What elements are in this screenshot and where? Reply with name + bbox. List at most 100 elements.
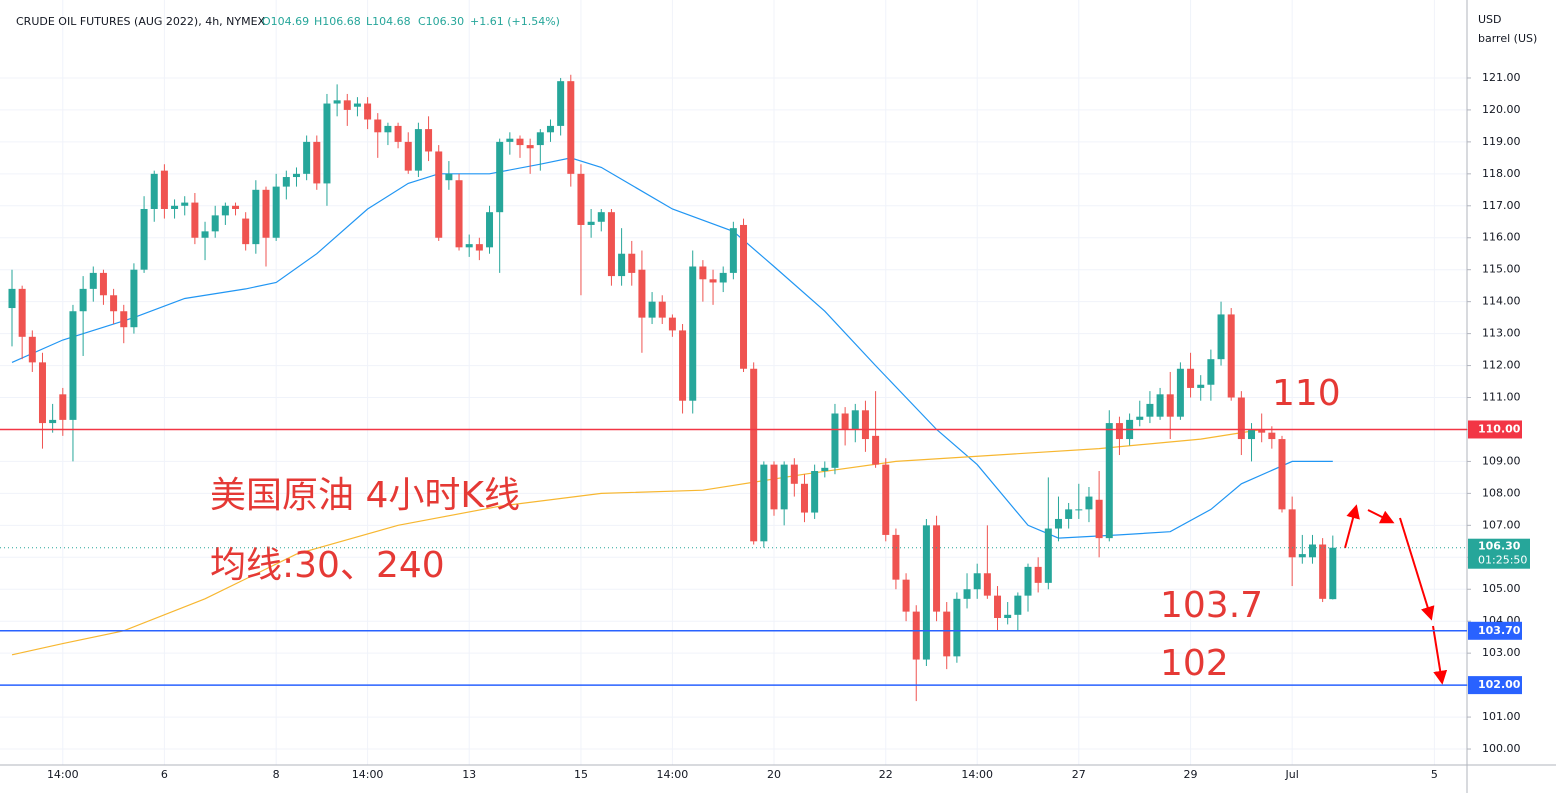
- candle-body: [740, 224, 748, 369]
- y-tick-label: 114.00: [1482, 295, 1521, 308]
- candle-body: [699, 266, 707, 280]
- candle-body: [922, 525, 930, 660]
- arrow: [1399, 517, 1435, 621]
- candle-body: [323, 103, 331, 184]
- y-tick-label: 108.00: [1482, 486, 1521, 499]
- candle-body: [943, 611, 951, 657]
- candle-body: [374, 119, 382, 133]
- x-tick-label: 22: [879, 768, 893, 781]
- candle-body: [140, 208, 148, 270]
- candle-body: [384, 125, 392, 133]
- y-tick-label: 117.00: [1482, 199, 1521, 212]
- candle-body: [587, 221, 595, 225]
- candle-body: [1105, 423, 1113, 539]
- x-tick-label: 14:00: [961, 768, 993, 781]
- candle-body: [1197, 384, 1205, 388]
- candle-body: [557, 81, 565, 126]
- y-tick-label: 116.00: [1482, 231, 1521, 244]
- candle-body: [1278, 439, 1286, 510]
- unit-label: USD: [1478, 13, 1502, 26]
- y-tick-label: 112.00: [1482, 359, 1521, 372]
- candle-body: [760, 464, 768, 542]
- candle-body: [831, 413, 839, 468]
- level-label: 110.00: [1478, 422, 1521, 435]
- countdown-label: 01:25:50: [1478, 554, 1527, 567]
- candle-body: [1136, 416, 1144, 420]
- candle-body: [770, 464, 778, 510]
- candle-body: [729, 228, 737, 273]
- candle-body: [719, 272, 727, 283]
- candle-body: [1288, 509, 1296, 558]
- candle-body: [59, 394, 67, 420]
- candle-body: [201, 231, 209, 238]
- candle-body: [414, 129, 422, 171]
- candle-body: [567, 81, 575, 174]
- candle-body: [18, 288, 26, 337]
- candle-body: [1176, 368, 1184, 417]
- candle-body: [597, 212, 605, 222]
- candle-body: [750, 368, 758, 542]
- candle-body: [1248, 429, 1256, 440]
- level-label-box: [1468, 676, 1522, 695]
- candle-body: [292, 173, 300, 178]
- candle-body: [150, 173, 158, 209]
- y-tick-label: 105.00: [1482, 582, 1521, 595]
- candle-body: [353, 103, 361, 107]
- candle-body: [282, 177, 290, 187]
- candle-body: [821, 467, 829, 472]
- y-tick-label: 109.00: [1482, 454, 1521, 467]
- candle-body: [953, 598, 961, 657]
- candle-body: [618, 253, 626, 277]
- chart-title: CRUDE OIL FUTURES (AUG 2022), 4h, NYMEX: [16, 15, 266, 28]
- candle-body: [811, 471, 819, 513]
- candle-body: [242, 218, 250, 245]
- x-tick-label: 14:00: [657, 768, 689, 781]
- candle-body: [313, 141, 321, 184]
- candle-body: [577, 173, 585, 225]
- candle-body: [790, 464, 798, 484]
- candle-body: [1034, 566, 1042, 583]
- candle-body: [1085, 496, 1093, 510]
- candle-body: [1044, 528, 1052, 583]
- annotation: 均线:30、240: [210, 545, 445, 586]
- candle-body: [221, 205, 229, 216]
- candle-body: [486, 212, 494, 248]
- candle-body: [628, 253, 636, 273]
- candle-body: [211, 215, 219, 232]
- candle-body: [679, 330, 687, 401]
- candle-body: [1004, 614, 1012, 619]
- y-tick-label: 107.00: [1482, 518, 1521, 531]
- x-tick-label: 14:00: [47, 768, 79, 781]
- candle-body: [1075, 509, 1083, 511]
- y-tick-label: 115.00: [1482, 263, 1521, 276]
- candle-body: [658, 301, 666, 318]
- x-tick-label: 13: [462, 768, 476, 781]
- candle-body: [455, 180, 463, 248]
- candle-body: [1319, 544, 1327, 599]
- candle-body: [638, 269, 646, 318]
- candle-body: [861, 410, 869, 440]
- candle-body: [425, 129, 433, 152]
- candle-body: [171, 205, 179, 209]
- last-price-box: [1468, 538, 1530, 569]
- candle-body: [394, 125, 402, 142]
- candle-body: [1065, 509, 1073, 519]
- y-tick-label: 119.00: [1482, 135, 1521, 148]
- candle-body: [252, 189, 260, 245]
- candle-body: [272, 186, 280, 238]
- candle-body: [902, 579, 910, 612]
- candle-body: [435, 151, 443, 238]
- candle-body: [120, 311, 128, 328]
- candle-body: [69, 311, 77, 420]
- candle-body: [851, 410, 859, 430]
- x-tick-label: 29: [1184, 768, 1198, 781]
- header-value: L104.68: [366, 15, 411, 28]
- candle-body: [38, 362, 46, 424]
- candle-body: [404, 141, 412, 171]
- level-label: 102.00: [1478, 678, 1521, 691]
- candle-body: [89, 272, 97, 289]
- header-value: +1.61 (+1.54%): [470, 15, 560, 28]
- x-tick-label: 5: [1431, 768, 1438, 781]
- y-tick-label: 101.00: [1482, 710, 1521, 723]
